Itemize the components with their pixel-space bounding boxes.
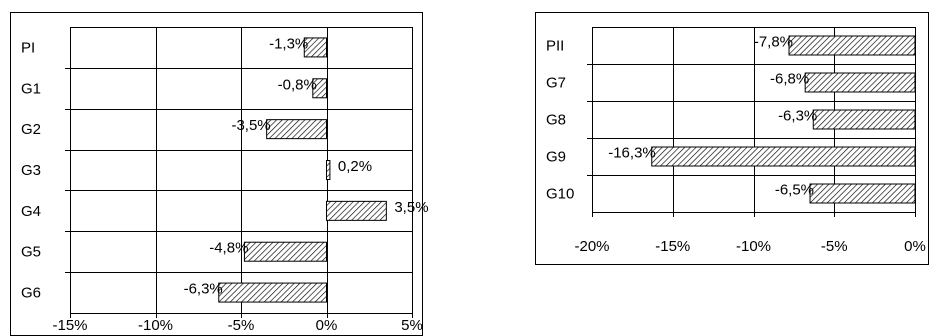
value-label: -4,8% bbox=[209, 240, 248, 257]
category-label: PI bbox=[21, 39, 35, 56]
category-label: G1 bbox=[21, 80, 41, 97]
category-label: G5 bbox=[21, 244, 41, 261]
category-label: G3 bbox=[21, 162, 41, 179]
x-tick-label: 0% bbox=[904, 238, 926, 255]
bar-g9 bbox=[651, 146, 916, 167]
x-tick-label: -10% bbox=[736, 238, 771, 255]
bar-pi bbox=[303, 37, 327, 58]
chart-left: -15% -10% -5% 0% 5% PI -1,3% G1 -0,8% G2 -3,5% G3 0,… bbox=[10, 12, 429, 336]
x-tick-label: -15% bbox=[52, 317, 87, 334]
bar-g5 bbox=[243, 241, 327, 262]
bar-g1 bbox=[312, 78, 328, 99]
bar-g4 bbox=[326, 200, 387, 221]
x-tick-label: -20% bbox=[574, 238, 609, 255]
value-label: -6,3% bbox=[184, 281, 223, 298]
x-tick-label: 5% bbox=[401, 317, 423, 334]
x-tick-label: -15% bbox=[655, 238, 690, 255]
value-label: -6,5% bbox=[775, 182, 814, 199]
bar-g2 bbox=[266, 119, 327, 140]
x-tick-label: 0% bbox=[316, 317, 338, 334]
bar-g7 bbox=[804, 72, 916, 93]
x-tick-label: -5% bbox=[821, 238, 848, 255]
value-label: 0,2% bbox=[338, 158, 372, 175]
category-label: G8 bbox=[546, 112, 566, 129]
category-label: G10 bbox=[546, 186, 574, 203]
category-label: G6 bbox=[21, 285, 41, 302]
bar-pii bbox=[788, 35, 916, 56]
category-label: G9 bbox=[546, 149, 566, 166]
value-label: -1,3% bbox=[269, 35, 308, 52]
value-label: -6,3% bbox=[778, 108, 817, 125]
category-label: G7 bbox=[546, 75, 566, 92]
category-label: G2 bbox=[21, 121, 41, 138]
category-label: G4 bbox=[21, 203, 41, 220]
value-label: -6,8% bbox=[770, 71, 809, 88]
x-tick-label: -5% bbox=[228, 317, 255, 334]
value-label: -3,5% bbox=[231, 117, 270, 134]
x-tick-label: -10% bbox=[138, 317, 173, 334]
value-label: -7,8% bbox=[754, 34, 793, 51]
chart-right: -20% -15% -10% -5% 0% PII -7,8% G7 -6,8% G8 -6,3% G… bbox=[535, 12, 929, 265]
value-label: 3,5% bbox=[394, 199, 428, 216]
bar-g3 bbox=[326, 160, 331, 180]
bar-g10 bbox=[809, 183, 916, 204]
value-label: -16,3% bbox=[608, 145, 656, 162]
value-label: -0,8% bbox=[278, 76, 317, 93]
bar-g8 bbox=[812, 109, 916, 130]
bar-g6 bbox=[218, 282, 328, 303]
category-label: PII bbox=[546, 38, 564, 55]
